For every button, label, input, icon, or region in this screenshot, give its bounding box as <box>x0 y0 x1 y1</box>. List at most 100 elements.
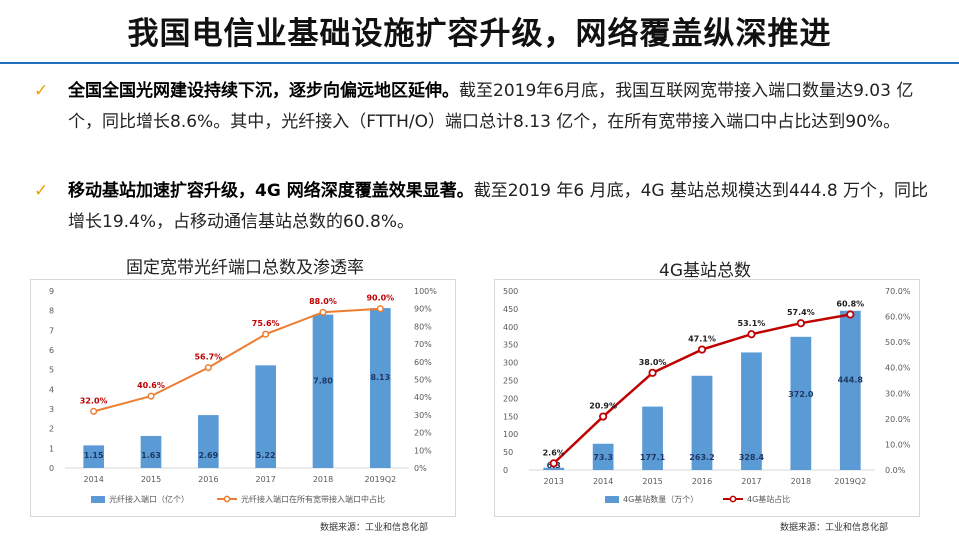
bar <box>839 310 861 470</box>
line-data-label: 47.1% <box>688 335 716 344</box>
bar <box>255 365 276 468</box>
category-label: 2014 <box>83 475 103 484</box>
line-data-label: 75.6% <box>252 319 280 328</box>
line-point <box>796 319 805 328</box>
line-data-label: 38.0% <box>639 358 667 367</box>
bar-data-label: 73.3 <box>593 453 613 462</box>
bar <box>370 308 391 468</box>
line-data-label: 2.6% <box>543 448 565 457</box>
category-label: 2018 <box>791 477 811 486</box>
line-point <box>204 364 212 372</box>
page-title: 我国电信业基础设施扩容升级，网络覆盖纵深推进 <box>127 16 832 52</box>
check-icon: ✓ <box>34 181 49 201</box>
bar-data-label: 8.13 <box>370 373 390 382</box>
left-axis-tick: 500 <box>503 287 518 296</box>
line-point <box>90 407 98 415</box>
line-point <box>319 308 327 316</box>
bar <box>83 445 104 468</box>
right-axis-tick: 100% <box>414 287 437 296</box>
chart-right-title: 4G基站总数 <box>659 261 751 281</box>
line-data-label: 56.7% <box>194 353 222 362</box>
bullet-4g-bold: 移动基站加速扩容升级，4G 网络深度覆盖效果显著。 <box>68 181 474 201</box>
right-axis-tick: 10.0% <box>885 440 911 449</box>
bar <box>140 435 162 468</box>
chart-right: 0 50 100 150 200 250 300 350 400 450 500 0.0% 10.0% 2… <box>494 279 920 517</box>
right-axis-tick: 30.0% <box>885 389 911 398</box>
right-axis-tick: 20% <box>414 429 432 438</box>
category-label: 2013 <box>544 477 564 486</box>
category-label: 2019Q2 <box>834 477 866 486</box>
right-axis-tick: 90% <box>414 305 432 314</box>
right-axis-tick: 30% <box>414 411 432 420</box>
bullet-fiber-bold: 全国全国光网建设持续下沉，逐步向偏远地区延伸。 <box>68 81 459 101</box>
bar-data-label: 177.1 <box>640 453 666 462</box>
chart-left-title: 固定宽带光纤端口总数及渗透率 <box>126 258 364 278</box>
category-label: 2018 <box>313 475 333 484</box>
left-axis-tick: 200 <box>503 394 518 403</box>
bar <box>312 314 334 468</box>
line-point <box>697 345 707 354</box>
right-axis-tick: 40.0% <box>885 364 911 373</box>
left-axis-tick: 9 <box>49 287 54 296</box>
series-line <box>93 307 381 413</box>
legend-line-label: 光纤接入端口在所有宽带接入端口中占比 <box>241 494 385 504</box>
bar-data-label: 5.22 <box>256 451 276 460</box>
chart-left-svg: 01234567890%10%20%30%40%50%60%70%80%90%1… <box>49 287 437 504</box>
line-data-label: 20.9% <box>589 402 617 411</box>
category-label: 2016 <box>198 475 218 484</box>
line-point <box>599 412 608 421</box>
bullet-4g: ✓ 移动基站加速扩容升级，4G 网络深度覆盖效果显著。截至2019 年6 月底，… <box>34 176 939 238</box>
bar <box>198 415 219 468</box>
line-point <box>262 330 270 338</box>
left-axis-tick: 2 <box>49 425 54 434</box>
left-axis-tick: 7 <box>49 326 54 335</box>
left-axis-tick: 1 <box>49 444 54 453</box>
legend-bar-label: 4G基站数量（万个） <box>623 494 698 504</box>
chart-right-source: 数据来源：工业和信息化部 <box>780 523 889 533</box>
right-axis-tick: 60% <box>414 358 432 367</box>
left-axis-tick: 0 <box>503 466 508 475</box>
bullet-fiber: ✓ 全国全国光网建设持续下沉，逐步向偏远地区延伸。截至2019年6月底，我国互联… <box>34 76 939 138</box>
title-divider <box>0 62 959 64</box>
category-label: 2015 <box>141 475 161 484</box>
left-axis-tick: 5 <box>49 366 54 375</box>
category-label: 2014 <box>593 477 613 486</box>
bar-data-label: 263.2 <box>689 453 714 462</box>
left-axis-tick: 450 <box>503 305 518 314</box>
bar-data-label: 7.80 <box>313 377 333 386</box>
line-point <box>147 392 155 400</box>
category-label: 2019Q2 <box>364 475 396 484</box>
bar <box>592 443 614 470</box>
line-data-label: 32.0% <box>80 396 108 405</box>
line-data-label: 40.6% <box>137 381 165 390</box>
category-label: 2017 <box>255 475 275 484</box>
line-data-label: 60.8% <box>836 300 864 309</box>
check-icon: ✓ <box>34 81 49 101</box>
legend-line-marker <box>729 495 737 503</box>
bar <box>642 406 663 470</box>
left-axis-tick: 300 <box>503 359 518 368</box>
left-axis-tick: 4 <box>49 385 54 394</box>
bullet-4g-text: 截至2019 年6 月底，4G 基站总规模达到444.8 万个，同比增长19.4… <box>68 181 929 232</box>
left-axis-tick: 100 <box>503 430 518 439</box>
bar-data-label: 1.15 <box>84 451 104 460</box>
right-axis-tick: 40% <box>414 393 432 402</box>
right-axis-tick: 80% <box>414 322 432 331</box>
line-point <box>648 368 657 377</box>
line-point <box>376 305 384 313</box>
right-axis-tick: 20.0% <box>885 415 911 424</box>
right-axis-tick: 10% <box>414 446 432 455</box>
right-axis-tick: 0% <box>414 464 427 473</box>
chart-left: 0 1 2 3 4 5 6 7 8 9 0% 10% 20% 30% 40% 50% 60% 70% 80% 90% 1… <box>30 279 456 517</box>
line-point <box>846 310 855 319</box>
right-axis-tick: 60.0% <box>885 313 911 322</box>
bar <box>543 467 565 470</box>
category-label: 2017 <box>741 477 761 486</box>
line-point <box>549 459 558 468</box>
bar-data-label: 1.63 <box>141 451 161 460</box>
bar-data-label: 2.69 <box>198 451 218 460</box>
line-data-label: 90.0% <box>366 294 394 303</box>
category-label: 2016 <box>692 477 712 486</box>
line-data-label: 53.1% <box>738 319 766 328</box>
left-axis-tick: 3 <box>49 405 54 414</box>
